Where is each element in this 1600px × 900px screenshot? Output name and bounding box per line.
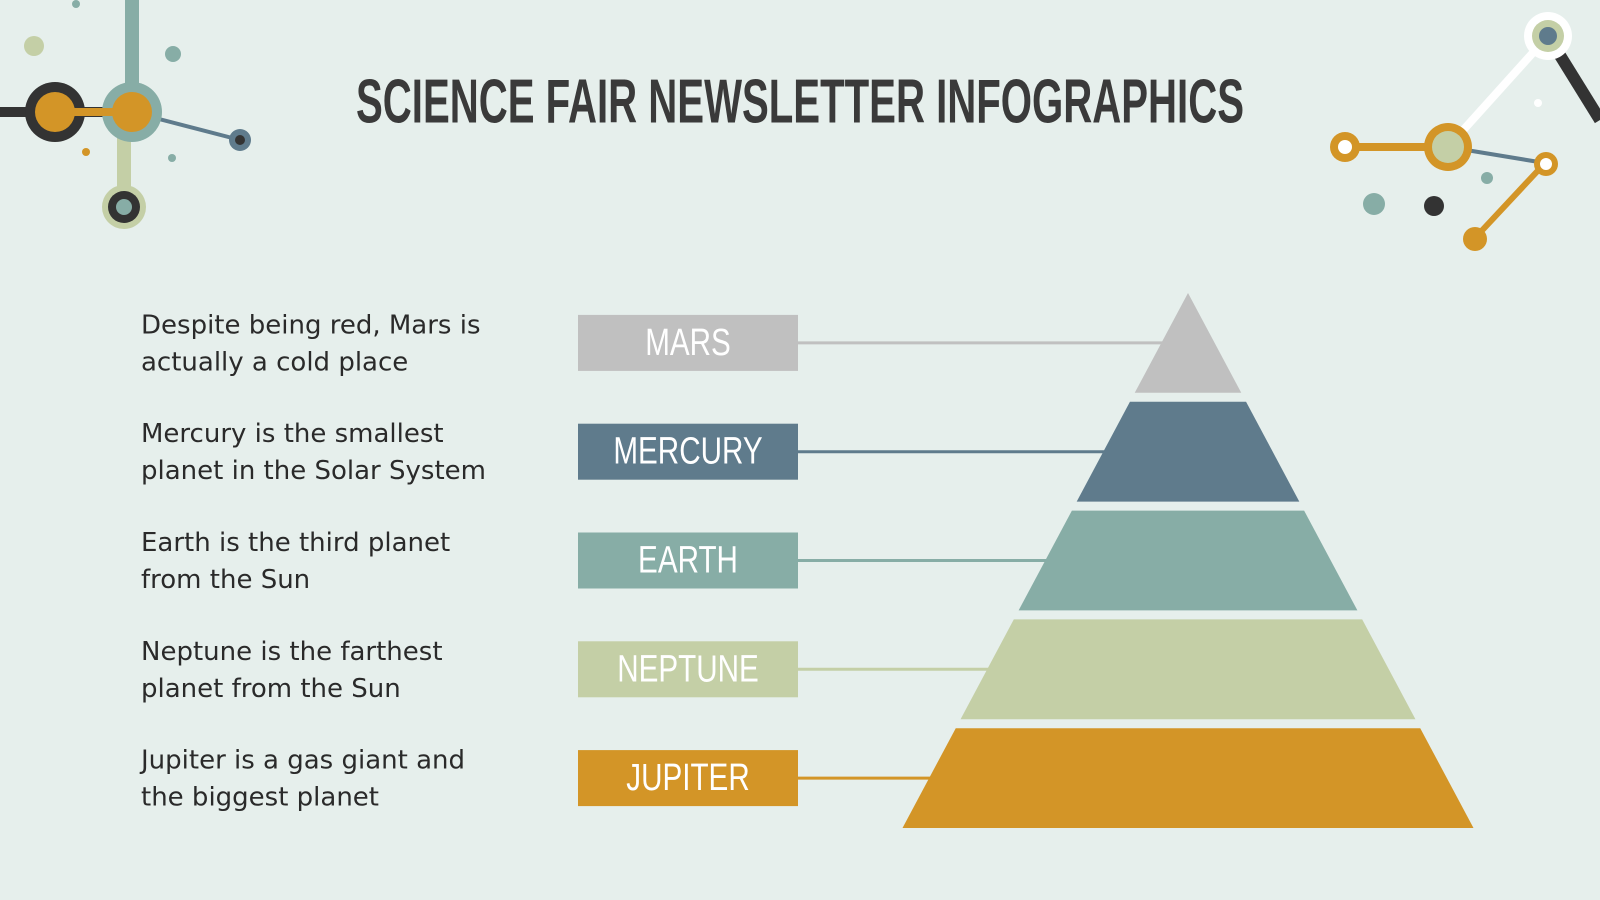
description: Neptune is the farthest [141, 637, 443, 667]
label: EARTH [638, 539, 738, 581]
title: SCIENCE FAIR NEWSLETTER INFOGRAPHICS [356, 67, 1244, 136]
description: Jupiter is a gas giant and [139, 746, 465, 776]
label: MERCURY [613, 430, 762, 472]
label: NEPTUNE [617, 648, 759, 690]
label: MARS [645, 321, 731, 363]
description: actually a cold place [141, 347, 408, 377]
label-box [578, 532, 798, 589]
description: from the Sun [141, 565, 310, 595]
pyramid-layer [1076, 401, 1300, 502]
pyramid-layer [1134, 293, 1242, 393]
label-box [578, 314, 798, 371]
pyramid-layer [960, 619, 1416, 720]
label-box [578, 641, 798, 698]
label: JUPITER [626, 757, 749, 799]
description: Despite being red, Mars is [141, 310, 481, 340]
pyramid-layer [902, 728, 1474, 828]
description: Earth is the third planet [141, 528, 450, 558]
molecule-decoration-right [1330, 12, 1600, 251]
pyramid-layer [1018, 510, 1358, 611]
description: planet from the Sun [141, 674, 401, 704]
description: Mercury is the smallest [141, 419, 444, 449]
label-box [578, 423, 798, 480]
label-box [578, 750, 798, 807]
molecule-decoration-left [0, 0, 251, 229]
description: the biggest planet [141, 783, 379, 813]
description: planet in the Solar System [141, 456, 486, 486]
